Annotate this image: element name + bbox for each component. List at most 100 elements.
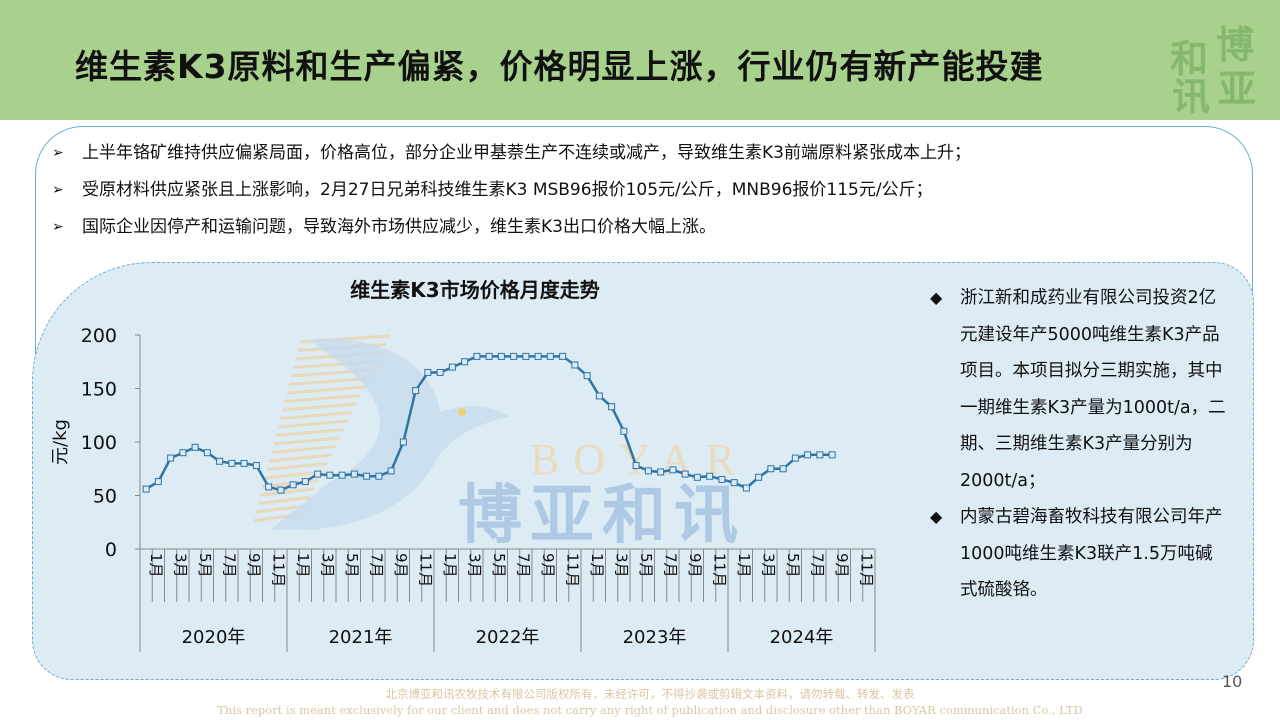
diamond-bullet-icon: ◆: [930, 288, 943, 307]
diamond-bullet-icon: ◆: [930, 507, 943, 526]
data-point: [497, 352, 505, 360]
year-label: 2023年: [623, 627, 687, 648]
data-point: [608, 403, 616, 411]
watermark-stripe: [266, 461, 328, 472]
x-tick-label: 1月: [294, 553, 312, 578]
x-tick-label: 9月: [686, 553, 704, 578]
year-label: 2020年: [182, 627, 246, 648]
data-point: [571, 361, 579, 369]
data-point: [779, 465, 787, 473]
x-tick-label: 9月: [539, 553, 557, 578]
x-tick-label: 9月: [833, 553, 851, 578]
data-point: [718, 475, 726, 483]
x-tick-label: 7月: [809, 553, 827, 578]
watermark-stripe: [275, 427, 344, 438]
x-tick-label: 1月: [441, 553, 459, 578]
watermark-stripe: [264, 470, 323, 480]
data-point: [154, 478, 162, 486]
data-point: [473, 352, 481, 360]
x-tick-label: 3月: [760, 553, 778, 578]
data-point: [583, 372, 591, 380]
data-point: [706, 472, 714, 480]
data-point: [669, 466, 677, 474]
header-bar: 维生素K3原料和生产偏紧，价格明显上涨，行业仍有新产能投建 和 博 讯 亚: [0, 0, 1280, 120]
x-tick-label: 3月: [466, 553, 484, 578]
arrow-bullet-icon: ➢: [52, 219, 64, 235]
watermark-stripe: [280, 410, 353, 421]
data-point: [399, 438, 407, 446]
x-tick-label: 1月: [735, 553, 753, 578]
bullet-item: ➢ 受原材料供应紧张且上涨影响，2月27日兄弟科技维生素K3 MSB96报价105…: [50, 177, 1200, 214]
x-tick-label: 7月: [368, 553, 386, 578]
page-title: 维生素K3原料和生产偏紧，价格明显上涨，行业仍有新产能投建: [75, 47, 1044, 86]
data-point: [363, 472, 371, 480]
data-point: [179, 449, 187, 457]
x-tick-label: 9月: [392, 553, 410, 578]
data-point: [424, 368, 432, 376]
data-point: [203, 449, 211, 457]
project-item: ◆ 浙江新和成药业有限公司投资2亿元建设年产5000吨维生素K3产品项目。本项目拟…: [928, 280, 1228, 499]
project-notes: ◆ 浙江新和成药业有限公司投资2亿元建设年产5000吨维生素K3产品项目。本项目拟…: [928, 280, 1228, 609]
year-label: 2021年: [329, 627, 393, 648]
data-point: [742, 484, 750, 492]
data-point: [816, 451, 824, 459]
boyar-watermark-logo: BOYAR 博亚和讯: [253, 334, 738, 553]
y-tick-label: 100: [81, 432, 117, 454]
data-point: [681, 470, 689, 478]
x-tick-label: 5月: [196, 553, 214, 578]
data-point: [387, 467, 395, 475]
watermark-stripe: [282, 402, 357, 412]
x-tick-label: 3月: [319, 553, 337, 578]
data-point: [228, 459, 236, 467]
x-tick-label: 11月: [564, 553, 582, 587]
data-point: [595, 392, 603, 400]
data-point: [755, 473, 763, 481]
price-line-chart: BOYAR 博亚和讯 维生素K3市场价格月度走势 元/kg 0 50 100 150 2…: [50, 278, 876, 652]
project-item: ◆ 内蒙古碧海畜牧科技有限公司年产1000吨维生素K3联产1.5万吨碱式硫酸铬。: [928, 499, 1228, 609]
data-point: [191, 443, 199, 451]
data-point: [693, 473, 701, 481]
data-point: [216, 457, 224, 465]
watermark-stripe: [277, 419, 349, 429]
chart-panel: [32, 262, 1254, 680]
data-point: [791, 454, 799, 462]
data-point: [632, 462, 640, 470]
data-point: [448, 363, 456, 371]
watermark-stripe: [271, 444, 336, 455]
data-point: [301, 478, 309, 486]
x-tick-label: 11月: [270, 553, 288, 587]
bullet-item: ➢ 上半年铬矿维持供应偏紧局面，价格高位，部分企业甲基萘生产不连续或减产，导致维生…: [50, 140, 1200, 177]
data-point: [767, 465, 775, 473]
data-point: [657, 468, 665, 476]
y-tick-label: 150: [81, 379, 117, 401]
x-tick-label: 1月: [588, 553, 606, 578]
x-tick-label: 11月: [711, 553, 729, 587]
copyright-cn: 北京博亚和讯农牧技术有限公司版权所有，未经许可，不得抄袭或剪辑文本资料，请勿转载…: [385, 687, 915, 701]
x-tick-label: 3月: [172, 553, 190, 578]
watermark-stripe: [260, 487, 315, 497]
data-point: [412, 387, 420, 395]
data-point: [644, 467, 652, 475]
data-point: [277, 486, 285, 494]
data-point: [265, 483, 273, 491]
watermark-stripe: [258, 495, 311, 506]
x-tick-label: 5月: [637, 553, 655, 578]
data-point: [252, 462, 260, 470]
x-tick-label: 1月: [147, 553, 165, 578]
data-point: [730, 479, 738, 487]
data-point: [326, 471, 334, 479]
data-point: [142, 485, 150, 493]
watermark-stripe: [284, 393, 361, 404]
summary-bullets: ➢ 上半年铬矿维持供应偏紧局面，价格高位，部分企业甲基萘生产不连续或减产，导致维生…: [50, 140, 1200, 251]
page-number: 10: [1222, 672, 1243, 691]
copyright-en: This report is meant exclusively for our…: [217, 703, 1083, 717]
data-point: [436, 368, 444, 376]
data-point: [350, 470, 358, 478]
arrow-bullet-icon: ➢: [52, 145, 64, 161]
watermark-stripe: [269, 453, 332, 463]
x-tick-label: 5月: [490, 553, 508, 578]
watermark-stripe: [255, 504, 307, 514]
x-tick-label: 7月: [515, 553, 533, 578]
x-tick-label: 3月: [613, 553, 631, 578]
year-label: 2022年: [476, 627, 540, 648]
